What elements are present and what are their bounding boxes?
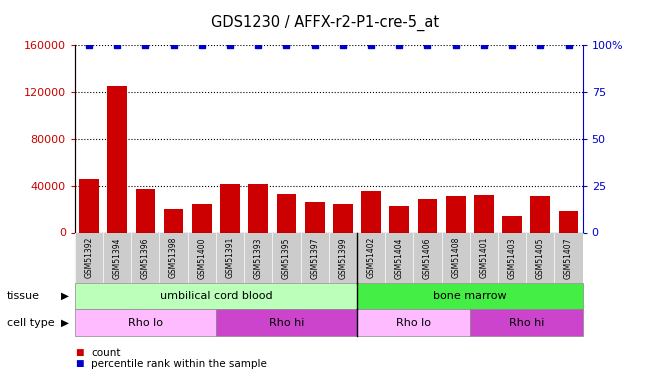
Bar bbox=[503, 216, 522, 232]
Text: GSM51402: GSM51402 bbox=[367, 237, 376, 279]
Bar bbox=[107, 86, 127, 232]
Text: GDS1230 / AFFX-r2-P1-cre-5_at: GDS1230 / AFFX-r2-P1-cre-5_at bbox=[212, 15, 439, 31]
Text: GSM51392: GSM51392 bbox=[85, 237, 94, 279]
Text: bone marrow: bone marrow bbox=[433, 291, 506, 301]
Text: tissue: tissue bbox=[7, 291, 40, 301]
Bar bbox=[164, 209, 184, 232]
Text: Rho hi: Rho hi bbox=[508, 318, 544, 327]
Text: GSM51407: GSM51407 bbox=[564, 237, 573, 279]
Bar bbox=[305, 202, 324, 232]
Text: GSM51405: GSM51405 bbox=[536, 237, 545, 279]
Text: GSM51408: GSM51408 bbox=[451, 237, 460, 279]
Text: GSM51404: GSM51404 bbox=[395, 237, 404, 279]
Bar bbox=[413, 45, 441, 232]
Text: GSM51400: GSM51400 bbox=[197, 237, 206, 279]
Text: GSM51391: GSM51391 bbox=[225, 237, 234, 279]
Bar bbox=[159, 45, 187, 232]
Bar bbox=[498, 45, 526, 232]
Text: Rho lo: Rho lo bbox=[396, 318, 431, 327]
Bar bbox=[132, 45, 159, 232]
Bar bbox=[192, 204, 212, 232]
Bar bbox=[248, 184, 268, 232]
Bar bbox=[333, 204, 353, 232]
Text: percentile rank within the sample: percentile rank within the sample bbox=[91, 359, 267, 369]
Bar bbox=[385, 45, 413, 232]
Text: ▶: ▶ bbox=[61, 318, 69, 327]
Bar bbox=[216, 45, 244, 232]
Text: GSM51403: GSM51403 bbox=[508, 237, 517, 279]
Text: GSM51406: GSM51406 bbox=[423, 237, 432, 279]
Bar bbox=[329, 45, 357, 232]
Bar bbox=[389, 206, 409, 232]
Bar bbox=[559, 211, 578, 232]
Bar bbox=[526, 45, 555, 232]
Bar bbox=[418, 198, 437, 232]
Bar bbox=[361, 192, 381, 232]
Text: cell type: cell type bbox=[7, 318, 54, 327]
Text: GSM51398: GSM51398 bbox=[169, 237, 178, 279]
Bar bbox=[79, 178, 99, 232]
Bar bbox=[470, 45, 498, 232]
Text: GSM51394: GSM51394 bbox=[113, 237, 122, 279]
Text: GSM51395: GSM51395 bbox=[282, 237, 291, 279]
Text: GSM51399: GSM51399 bbox=[339, 237, 348, 279]
Bar bbox=[103, 45, 132, 232]
Text: umbilical cord blood: umbilical cord blood bbox=[159, 291, 272, 301]
Bar bbox=[220, 184, 240, 232]
Bar bbox=[75, 45, 103, 232]
Text: ■: ■ bbox=[75, 359, 83, 368]
Bar bbox=[555, 45, 583, 232]
Text: GSM51393: GSM51393 bbox=[254, 237, 263, 279]
Bar bbox=[272, 45, 301, 232]
Text: GSM51396: GSM51396 bbox=[141, 237, 150, 279]
Bar bbox=[244, 45, 272, 232]
Bar bbox=[301, 45, 329, 232]
Bar bbox=[531, 196, 550, 232]
Text: GSM51397: GSM51397 bbox=[310, 237, 319, 279]
Text: ▶: ▶ bbox=[61, 291, 69, 301]
Text: Rho lo: Rho lo bbox=[128, 318, 163, 327]
Bar bbox=[187, 45, 216, 232]
Bar bbox=[357, 45, 385, 232]
Bar bbox=[441, 45, 470, 232]
Text: count: count bbox=[91, 348, 120, 357]
Text: GSM51401: GSM51401 bbox=[479, 237, 488, 279]
Text: Rho hi: Rho hi bbox=[269, 318, 304, 327]
Bar bbox=[474, 195, 493, 232]
Text: ■: ■ bbox=[75, 348, 83, 357]
Bar bbox=[277, 194, 296, 232]
Bar bbox=[446, 196, 465, 232]
Bar bbox=[135, 189, 155, 232]
